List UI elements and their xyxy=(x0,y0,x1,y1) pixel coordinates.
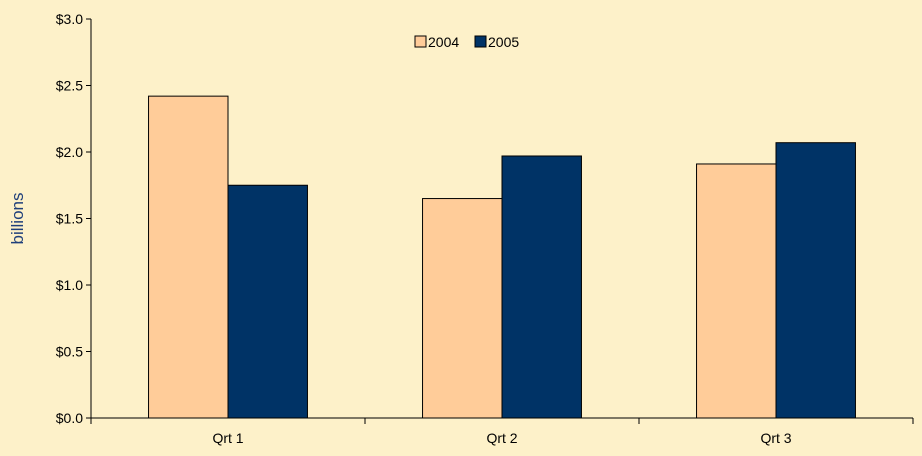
legend-swatch-2005 xyxy=(474,35,487,48)
legend: 2004 2005 xyxy=(414,34,519,50)
bar-2005-qrt-3 xyxy=(775,142,856,419)
x-tick-label: Qrt 1 xyxy=(212,430,243,446)
legend-label-2004: 2004 xyxy=(428,34,459,50)
y-axis-label: billions xyxy=(8,193,27,245)
x-tick-label: Qrt 2 xyxy=(486,430,517,446)
y-ticks: $0.0 $0.5 $1.0 $1.5 $2.0 $2.5 $3.0 xyxy=(56,11,91,426)
bar-2004-qrt-1 xyxy=(148,95,229,419)
legend-label-2005: 2005 xyxy=(488,34,519,50)
x-ticks: Qrt 1 Qrt 2 Qrt 3 xyxy=(90,418,914,446)
x-tick-label: Qrt 3 xyxy=(760,430,791,446)
bars xyxy=(148,95,856,419)
bar-2004-qrt-3 xyxy=(696,163,777,419)
y-tick-label: $0.0 xyxy=(56,410,83,426)
y-tick-label: $1.5 xyxy=(56,211,83,227)
bar-2004-qrt-2 xyxy=(422,198,503,419)
y-tick-label: $2.0 xyxy=(56,144,83,160)
y-tick-label: $2.5 xyxy=(56,78,83,94)
y-tick-label: $1.0 xyxy=(56,277,83,293)
y-tick-label: $3.0 xyxy=(56,11,83,27)
bar-2005-qrt-2 xyxy=(501,155,582,419)
legend-swatch-2004 xyxy=(414,35,427,48)
y-tick-label: $0.5 xyxy=(56,344,83,360)
bar-2005-qrt-1 xyxy=(227,184,308,419)
